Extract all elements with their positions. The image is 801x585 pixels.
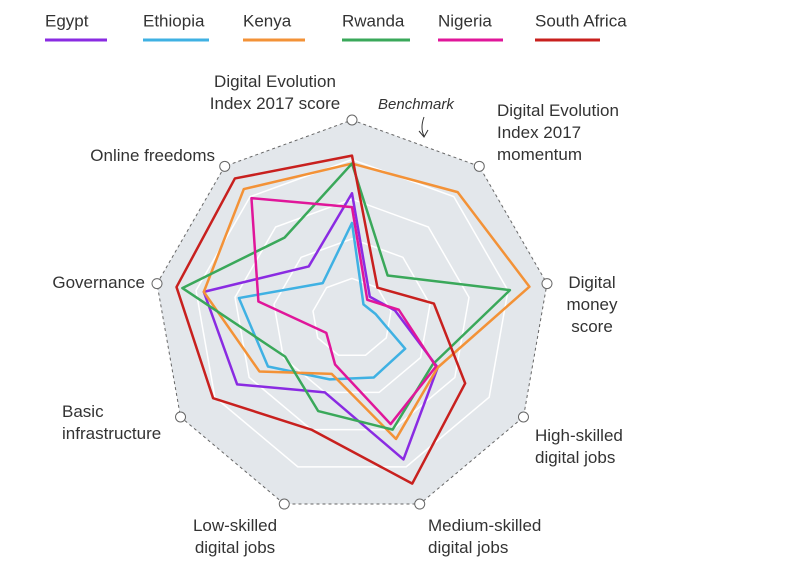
benchmark-ring [156, 119, 548, 505]
axis-marker [517, 411, 529, 423]
benchmark-arrow [418, 116, 429, 138]
axis-marker [175, 411, 187, 423]
axis-marker [219, 160, 231, 172]
grid-ring [273, 238, 431, 394]
legend-label: Egypt [45, 11, 89, 30]
axis-marker [473, 160, 485, 172]
legend-label: Kenya [243, 11, 292, 30]
series-line [237, 221, 407, 381]
axis-marker [278, 498, 290, 510]
axis-marker [541, 278, 553, 290]
series-line [202, 162, 531, 441]
series-line [250, 196, 438, 426]
legend-label: Nigeria [438, 11, 492, 30]
axis-label: Low-skilled digital jobs [193, 516, 277, 557]
series-line [175, 154, 467, 485]
axis-label: Governance [52, 273, 145, 292]
axis-label: Digital Evolution Index 2017 score [210, 72, 340, 113]
radar-plot: Digital Evolution Index 2017 score Digital… [52, 72, 623, 557]
axis-marker [414, 498, 426, 510]
legend-label: South Africa [535, 11, 627, 30]
axis-label: Digital Evolution Index 2017 momentum [497, 101, 619, 164]
legend: Egypt Ethiopia Kenya Rwanda Nigeria South Afr… [45, 11, 627, 42]
axis-label: Online freedoms [90, 146, 215, 165]
grid-ring [312, 277, 392, 356]
legend-label: Ethiopia [143, 11, 205, 30]
axis-label: Digital money score [566, 273, 618, 336]
axis-marker [151, 278, 163, 290]
axis-label: High-skilled digital jobs [535, 426, 623, 467]
benchmark-label: Benchmark [378, 96, 455, 113]
axis-label: Basic infrastructure [62, 402, 161, 443]
series-line [181, 162, 512, 431]
legend-label: Rwanda [342, 11, 405, 30]
axis-label: Medium-skilled digital jobs [428, 516, 541, 557]
axis-marker [346, 114, 358, 126]
